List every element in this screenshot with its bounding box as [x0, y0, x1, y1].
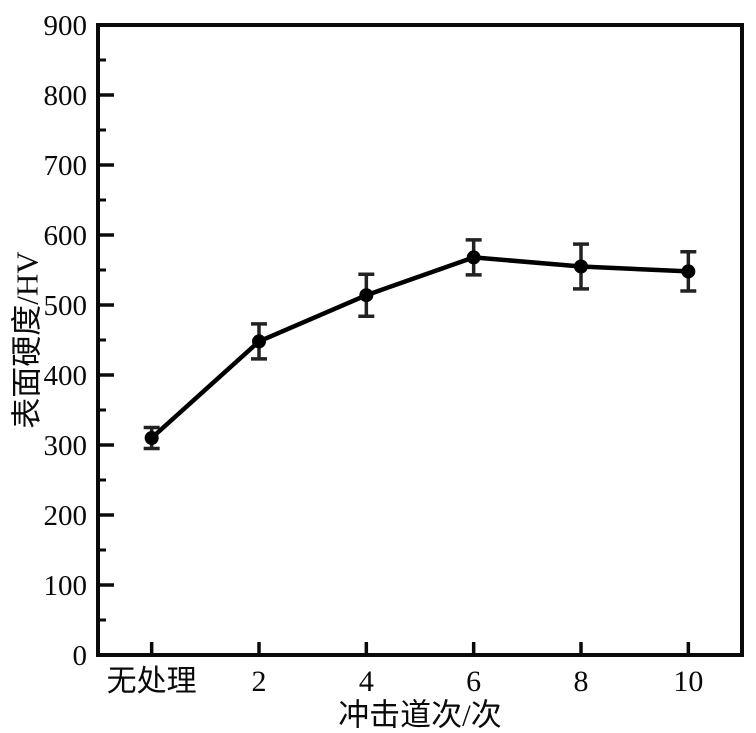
y-axis-title: 表面硬度/HV [9, 251, 45, 429]
x-tick-label: 10 [673, 665, 703, 698]
x-tick-label: 6 [466, 665, 481, 698]
x-tick-label: 8 [574, 665, 589, 698]
y-tick-label: 600 [44, 220, 88, 252]
y-tick-label: 500 [44, 290, 88, 322]
x-tick-label: 4 [359, 665, 374, 698]
y-tick-label: 200 [44, 500, 88, 532]
data-point [681, 264, 696, 279]
data-point [252, 334, 266, 349]
data-point [574, 259, 588, 274]
data-point [466, 250, 481, 265]
y-tick-label: 700 [44, 150, 88, 182]
x-axis-title: 冲击道次/次 [338, 697, 502, 733]
data-point [359, 288, 374, 303]
y-tick-label: 300 [44, 430, 88, 462]
data-point [144, 431, 159, 445]
x-tick-label: 2 [252, 665, 267, 698]
y-tick-label: 400 [44, 360, 88, 392]
data-series-line [149, 255, 691, 441]
plot-frame [96, 23, 744, 657]
y-tick-label: 800 [44, 80, 88, 112]
y-tick-label: 900 [44, 10, 88, 42]
y-tick-label: 100 [44, 570, 88, 602]
x-tick-label: 无处理 [107, 665, 197, 698]
y-tick-label: 0 [73, 640, 88, 672]
